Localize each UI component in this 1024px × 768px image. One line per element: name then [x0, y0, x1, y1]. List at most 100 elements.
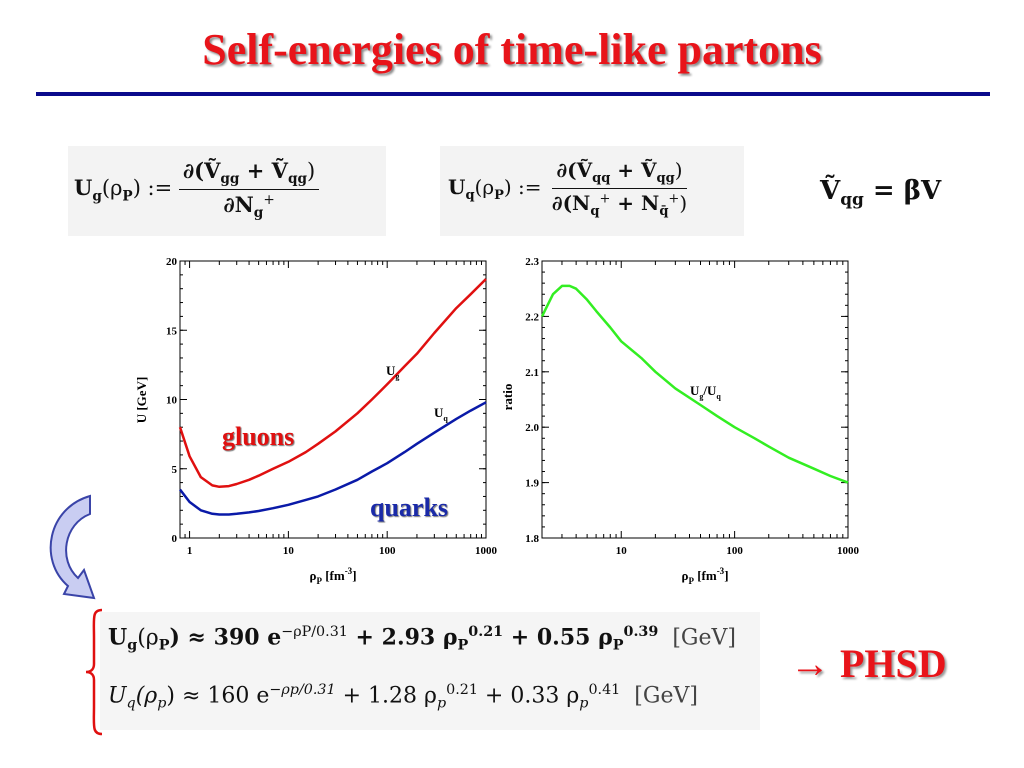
- title-underline: [36, 92, 990, 96]
- uq-symbol: U: [448, 175, 466, 199]
- chart1-ytick-label: 1.8: [525, 533, 539, 545]
- vqg-rhs: = βV: [863, 176, 942, 206]
- ratio-label-q: q: [716, 392, 721, 401]
- uq-num-end: ): [674, 158, 683, 182]
- chart2-xlabel-sub: P: [688, 576, 694, 586]
- fit-q-t3-sup: 0.41: [588, 682, 621, 698]
- chart2-xlabel-unit: [fm: [694, 568, 717, 583]
- chart2-frame: [541, 260, 849, 539]
- ug-fraction: ∂(Ṽgg + Ṽqg) ∂Ng+: [178, 158, 320, 221]
- fit-g-term2: + 2.93 ρ: [347, 624, 458, 651]
- uq-sub: q: [465, 188, 475, 203]
- fit-g-term1: ) ≈ 390 e: [169, 624, 282, 651]
- chart0-xtick-label: 10: [283, 545, 295, 557]
- ug-definition-box: [68, 146, 386, 236]
- fit-g-t3-sub: P: [612, 637, 624, 654]
- phsd-result-label: → PHSD: [790, 641, 947, 686]
- uq-den-sup1: +: [599, 191, 611, 207]
- ug-symbol: U: [74, 175, 93, 201]
- ug-sub: g: [92, 188, 102, 205]
- ug-num-mid: + Ṽ: [239, 158, 288, 183]
- uq-den-sub1: q: [590, 204, 600, 219]
- uq-curve-label-sub: q: [443, 414, 448, 423]
- vqg-sub: qg: [840, 189, 864, 210]
- fit-q-t2-sub: p: [436, 695, 447, 712]
- ug-den-sup: +: [263, 192, 275, 209]
- series-ug-line: [178, 278, 487, 489]
- ratio-chart: 10 100 1000 1.8 1.9 2.0 2.1 2.2 2.3 ratio ρP [fm…: [500, 256, 860, 586]
- vqg-relation: Ṽqg = βV: [820, 176, 941, 209]
- uq-num-sub2: qg: [656, 171, 675, 186]
- ug-num-sub1: gg: [220, 171, 240, 188]
- fit-q-u: U: [108, 683, 127, 709]
- uq-arg-sub: P: [494, 188, 504, 203]
- chart1-xlabel-sup: -3: [345, 566, 353, 576]
- fit-brace-icon: [85, 608, 103, 736]
- fit-q-term2: + 1.28 ρ: [335, 683, 437, 709]
- ug-num-sub2: qg: [287, 171, 308, 188]
- chart0-ytick-label: 15: [166, 325, 178, 337]
- chart1-ylabel: U [GeV]: [134, 377, 149, 424]
- uq-definition-box: [440, 146, 744, 236]
- ug-num-end: ): [307, 159, 316, 183]
- ug-curve-label-main: U: [386, 363, 396, 378]
- chart0-xtick-label: 1: [187, 545, 193, 557]
- ug-fit-formula: Ug(ρP) ≈ 390 e−ρP/0.31 + 2.93 ρP0.21 + 0…: [108, 624, 736, 654]
- ug-den-a: ∂N: [223, 192, 254, 218]
- fit-q-t3-sub: p: [579, 695, 589, 712]
- uq-den-mid: + N: [610, 191, 660, 215]
- uq-den-a: ∂(N: [551, 191, 591, 215]
- slide-title: Self-energies of time-like partons: [202, 25, 822, 74]
- chart0-ytick-label: 20: [166, 256, 178, 268]
- fit-q-unit: [GeV]: [634, 683, 698, 709]
- fit-g-arg: (ρ: [137, 625, 159, 651]
- ug-curve-label-sub: g: [395, 372, 399, 381]
- chart1-ytick-label: 2.2: [525, 311, 539, 323]
- ug-num-a: ∂(Ṽ: [182, 158, 221, 183]
- chart2-ylabel: ratio: [500, 384, 515, 411]
- fit-g-term3: + 0.55 ρ: [503, 624, 613, 651]
- fit-q-arg-sub: p: [157, 695, 167, 712]
- fit-g-unit: [GeV]: [672, 625, 736, 651]
- ratio-label-u: U: [690, 383, 700, 398]
- chart0-xtick-label: 1000: [475, 545, 498, 557]
- chart0-ytick-label: 0: [172, 533, 178, 545]
- uq-num-a: ∂(Ṽ: [556, 158, 593, 182]
- fit-g-sub: g: [127, 637, 138, 654]
- chart0-xtick-label: 100: [379, 545, 396, 557]
- chart1-xlabel-rho: ρ: [309, 568, 316, 583]
- fit-q-term3: + 0.33 ρ: [477, 683, 580, 709]
- ratio-curve-label: Ug/Uq: [690, 383, 721, 401]
- fit-g-t3-sup: 0.39: [623, 624, 659, 640]
- ug-arg-sub: P: [122, 188, 133, 205]
- uq-denominator: ∂(Nq+ + Nq̄+): [548, 189, 691, 219]
- uq-fit-formula: Uq(ρp) ≈ 160 e−ρp/0.31 + 1.28 ρp0.21 + 0…: [108, 682, 698, 712]
- uq-fraction: ∂(Ṽqq + Ṽqg) ∂(Nq+ + Nq̄+): [548, 158, 691, 219]
- uq-num-mid: + Ṽ: [610, 158, 657, 182]
- ug-den-sub: g: [253, 205, 264, 222]
- uq-arg: (ρ: [474, 175, 495, 199]
- uq-assign: ) :=: [503, 175, 542, 199]
- fit-g-exp: −ρP/0.31: [281, 624, 348, 640]
- fit-q-t2-sup: 0.21: [446, 682, 478, 698]
- fit-q-sub: q: [126, 695, 136, 712]
- fit-g-t2-sub: P: [457, 637, 469, 654]
- uq-den-sub2: q̄: [659, 204, 669, 219]
- ug-denominator: ∂Ng+: [219, 190, 278, 221]
- uq-den-sup2: +: [668, 191, 680, 207]
- chart2-xlabel-rho: ρ: [681, 568, 688, 583]
- uq-definition: Uq(ρP) := ∂(Ṽqq + Ṽqg) ∂(Nq+ + Nq̄+): [448, 158, 691, 219]
- fit-formulas-box: Ug(ρP) ≈ 390 e−ρP/0.31 + 2.93 ρP0.21 + 0…: [100, 612, 760, 730]
- chart0-ytick-label: 5: [172, 464, 178, 476]
- fit-g-arg-sub: P: [158, 637, 170, 654]
- chart2-xlabel-end: ]: [724, 568, 728, 583]
- chart1-ytick-label: 2.1: [525, 367, 539, 379]
- chart1-ytick-label: 2.0: [525, 422, 539, 434]
- chart1-xlabel-sub: P: [316, 576, 322, 586]
- uq-curve-label: Uq: [434, 405, 448, 423]
- chart2-xlabel-sup: -3: [717, 566, 725, 576]
- ug-numerator: ∂(Ṽgg + Ṽqg): [178, 158, 320, 191]
- series-ug-uq-line: [540, 284, 849, 484]
- fit-g-u: U: [108, 624, 128, 651]
